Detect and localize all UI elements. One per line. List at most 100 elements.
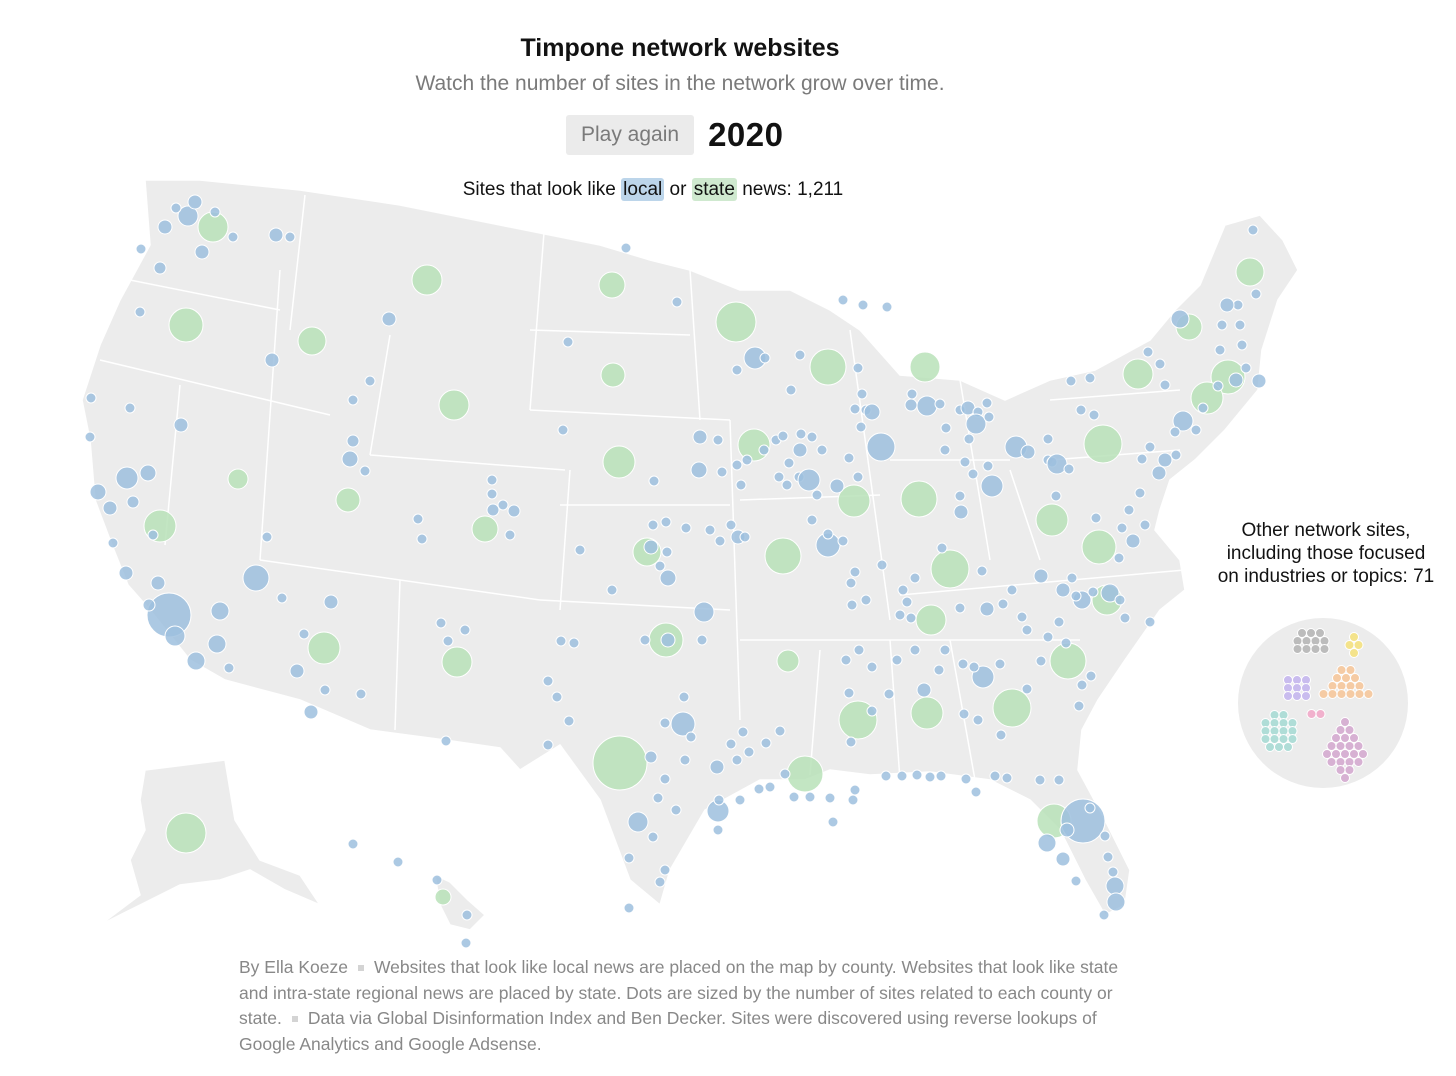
local-dot — [840, 654, 852, 666]
local-dot — [788, 791, 800, 803]
local-dot — [693, 601, 715, 623]
other-dot-teal — [1283, 742, 1293, 752]
footnote: By Ella Koeze Websites that look like loc… — [239, 955, 1139, 1057]
local-dot — [779, 768, 791, 780]
local-dot — [346, 434, 360, 448]
local-dot — [227, 231, 239, 243]
local-dot — [210, 601, 230, 621]
state-dot — [471, 515, 499, 543]
local-dot — [1159, 379, 1171, 391]
other-dot-orange — [1336, 689, 1347, 699]
local-dot — [905, 612, 917, 624]
other-dot-pink — [1306, 709, 1317, 719]
local-dot — [416, 533, 428, 545]
play-again-button[interactable]: Play again — [566, 115, 695, 155]
local-dot — [690, 461, 708, 479]
local-dot — [606, 584, 618, 596]
local-dot — [298, 628, 310, 640]
local-dot — [355, 688, 367, 700]
local-dot — [507, 504, 521, 518]
byline: By Ella Koeze — [239, 957, 348, 977]
local-dot — [623, 902, 635, 914]
other-dot-mauve — [1331, 733, 1341, 743]
local-dot — [364, 375, 376, 387]
local-dot — [134, 306, 146, 318]
state-border-line — [394, 579, 401, 731]
local-dot — [1063, 463, 1075, 475]
local-dot — [881, 301, 893, 313]
other-dot-mauve — [1322, 749, 1332, 759]
state-border-line — [529, 219, 546, 411]
local-dot — [709, 759, 725, 775]
state-dot — [441, 646, 473, 678]
local-dot — [856, 388, 868, 400]
other-dot-mauve — [1335, 765, 1346, 775]
state-border-line — [369, 334, 391, 456]
local-dot — [731, 754, 743, 766]
other-dot-orange — [1318, 689, 1329, 699]
state-border-line — [99, 359, 331, 416]
local-dot — [1042, 631, 1054, 643]
local-dot — [1102, 851, 1114, 863]
local-dot — [696, 634, 708, 646]
local-dot — [1001, 772, 1013, 784]
other-sites-line2: including those focused — [1226, 543, 1426, 564]
local-dot — [303, 704, 319, 720]
legend-suffix: news: 1,211 — [742, 179, 844, 200]
local-dot — [1219, 297, 1235, 313]
local-dot — [827, 816, 839, 828]
local-dot — [849, 566, 861, 578]
state-border-line — [809, 649, 821, 776]
other-dot-mauve — [1349, 749, 1359, 759]
local-dot — [783, 457, 795, 469]
local-dot — [680, 522, 692, 534]
alaska-shape — [99, 759, 323, 926]
local-dot — [659, 773, 671, 785]
local-dot — [1073, 700, 1085, 712]
local-dot — [412, 513, 424, 525]
local-dot — [845, 736, 857, 748]
local-dot — [486, 503, 500, 517]
local-dot — [731, 364, 743, 376]
local-dot — [1134, 487, 1146, 499]
other-dot-mauve — [1358, 749, 1368, 759]
local-dot — [849, 403, 861, 415]
state-dot — [438, 389, 470, 421]
local-dot — [866, 661, 878, 673]
local-dot — [486, 488, 498, 500]
other-dot-gray — [1292, 644, 1303, 654]
local-dot — [347, 838, 359, 850]
local-dot — [115, 466, 139, 490]
local-dot — [392, 856, 404, 868]
other-dot-yellow — [1344, 640, 1355, 650]
local-dot — [284, 231, 296, 243]
local-dot — [1020, 444, 1036, 460]
state-border-line — [259, 559, 541, 601]
other-dot-teal — [1269, 734, 1280, 744]
local-dot — [989, 770, 1001, 782]
local-dot — [1075, 404, 1087, 416]
local-dot — [1034, 774, 1046, 786]
local-dot — [909, 644, 921, 656]
local-dot — [933, 664, 945, 676]
footnote-source: Data via Global Disinformation Index and… — [239, 1008, 1097, 1054]
state-dot — [168, 307, 204, 343]
other-dot-orange — [1327, 689, 1338, 699]
other-sites-line1: Other network sites, — [1241, 520, 1411, 541]
local-dot — [1190, 424, 1202, 436]
other-dot-mauve — [1353, 741, 1364, 751]
local-dot — [118, 565, 134, 581]
other-sites-dots — [1260, 628, 1374, 783]
state-dot — [1081, 529, 1117, 565]
local-dot — [781, 479, 793, 491]
local-dot — [186, 651, 206, 671]
local-dot — [953, 504, 969, 520]
local-dot — [857, 299, 869, 311]
local-dot — [157, 219, 173, 235]
local-dot — [891, 654, 903, 666]
year-label: 2020 — [708, 116, 784, 153]
state-dot — [837, 484, 871, 518]
state-border-line — [129, 279, 281, 311]
local-dot — [716, 466, 728, 478]
local-dot — [319, 684, 331, 696]
